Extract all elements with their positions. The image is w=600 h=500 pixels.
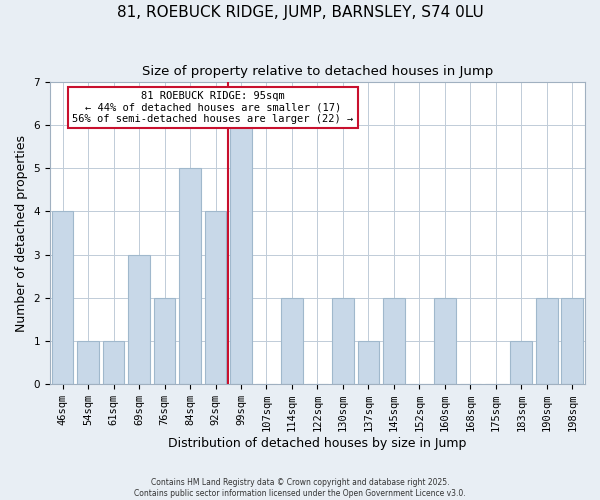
Bar — [358, 341, 379, 384]
Bar — [281, 298, 303, 384]
Bar — [52, 212, 73, 384]
Y-axis label: Number of detached properties: Number of detached properties — [15, 134, 28, 332]
Bar — [128, 254, 150, 384]
Bar — [562, 298, 583, 384]
Bar — [103, 341, 124, 384]
Bar — [536, 298, 557, 384]
Bar — [154, 298, 175, 384]
X-axis label: Distribution of detached houses by size in Jump: Distribution of detached houses by size … — [168, 437, 467, 450]
Bar — [205, 212, 226, 384]
Bar — [230, 125, 252, 384]
Bar — [383, 298, 405, 384]
Bar — [511, 341, 532, 384]
Text: 81, ROEBUCK RIDGE, JUMP, BARNSLEY, S74 0LU: 81, ROEBUCK RIDGE, JUMP, BARNSLEY, S74 0… — [116, 5, 484, 20]
Bar — [77, 341, 99, 384]
Text: 81 ROEBUCK RIDGE: 95sqm
← 44% of detached houses are smaller (17)
56% of semi-de: 81 ROEBUCK RIDGE: 95sqm ← 44% of detache… — [73, 91, 354, 124]
Bar — [332, 298, 354, 384]
Text: Contains HM Land Registry data © Crown copyright and database right 2025.
Contai: Contains HM Land Registry data © Crown c… — [134, 478, 466, 498]
Title: Size of property relative to detached houses in Jump: Size of property relative to detached ho… — [142, 65, 493, 78]
Bar — [179, 168, 201, 384]
Bar — [434, 298, 455, 384]
